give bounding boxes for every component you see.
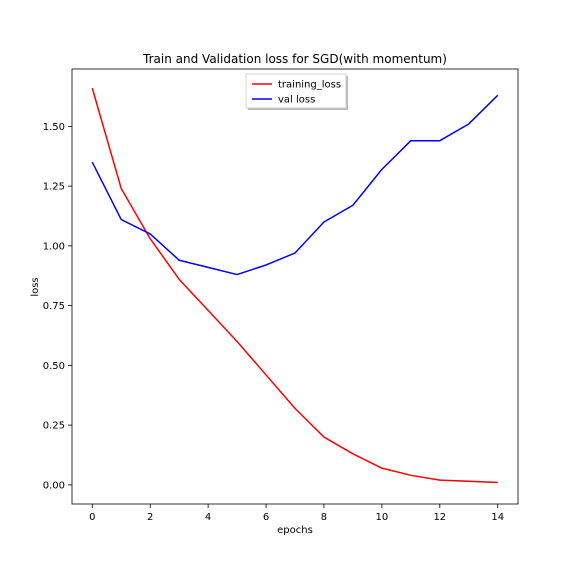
series-line-1 (91, 94, 499, 276)
x-tick-label: 8 (321, 512, 327, 523)
axes-layer: 0 2 4 6 8 10 12 14 0.00 0.25 0.50 0.75 1.00 1.25 1.50 (43, 68, 519, 523)
y-tick-label: 0.75 (43, 301, 65, 312)
y-axis-label: loss (30, 277, 41, 296)
y-tick-label: 1.25 (43, 182, 65, 193)
plot-layer (91, 87, 499, 484)
x-tick-label: 0 (89, 512, 95, 523)
legend-box (245, 73, 347, 109)
x-tick-label: 10 (376, 512, 389, 523)
chart-title: Train and Validation loss for SGD(with m… (142, 52, 447, 66)
y-tick-label: 0.25 (43, 421, 65, 432)
y-tick-label: 0.50 (43, 361, 65, 372)
x-tick-label: 14 (491, 512, 504, 523)
x-tick-label: 4 (205, 512, 211, 523)
x-tick-label: 6 (263, 512, 269, 523)
y-tick-label: 0.00 (43, 480, 65, 491)
plot-frame (71, 68, 519, 505)
legend-label-1: val loss (278, 95, 315, 106)
x-tick-label: 12 (433, 512, 446, 523)
x-tick-label: 2 (147, 512, 153, 523)
x-axis-label: epochs (277, 525, 313, 536)
series-line-0 (91, 87, 498, 484)
y-tick-label: 1.00 (43, 241, 65, 252)
y-tick-label: 1.50 (43, 122, 65, 133)
legend-label-0: training_loss (278, 80, 341, 91)
